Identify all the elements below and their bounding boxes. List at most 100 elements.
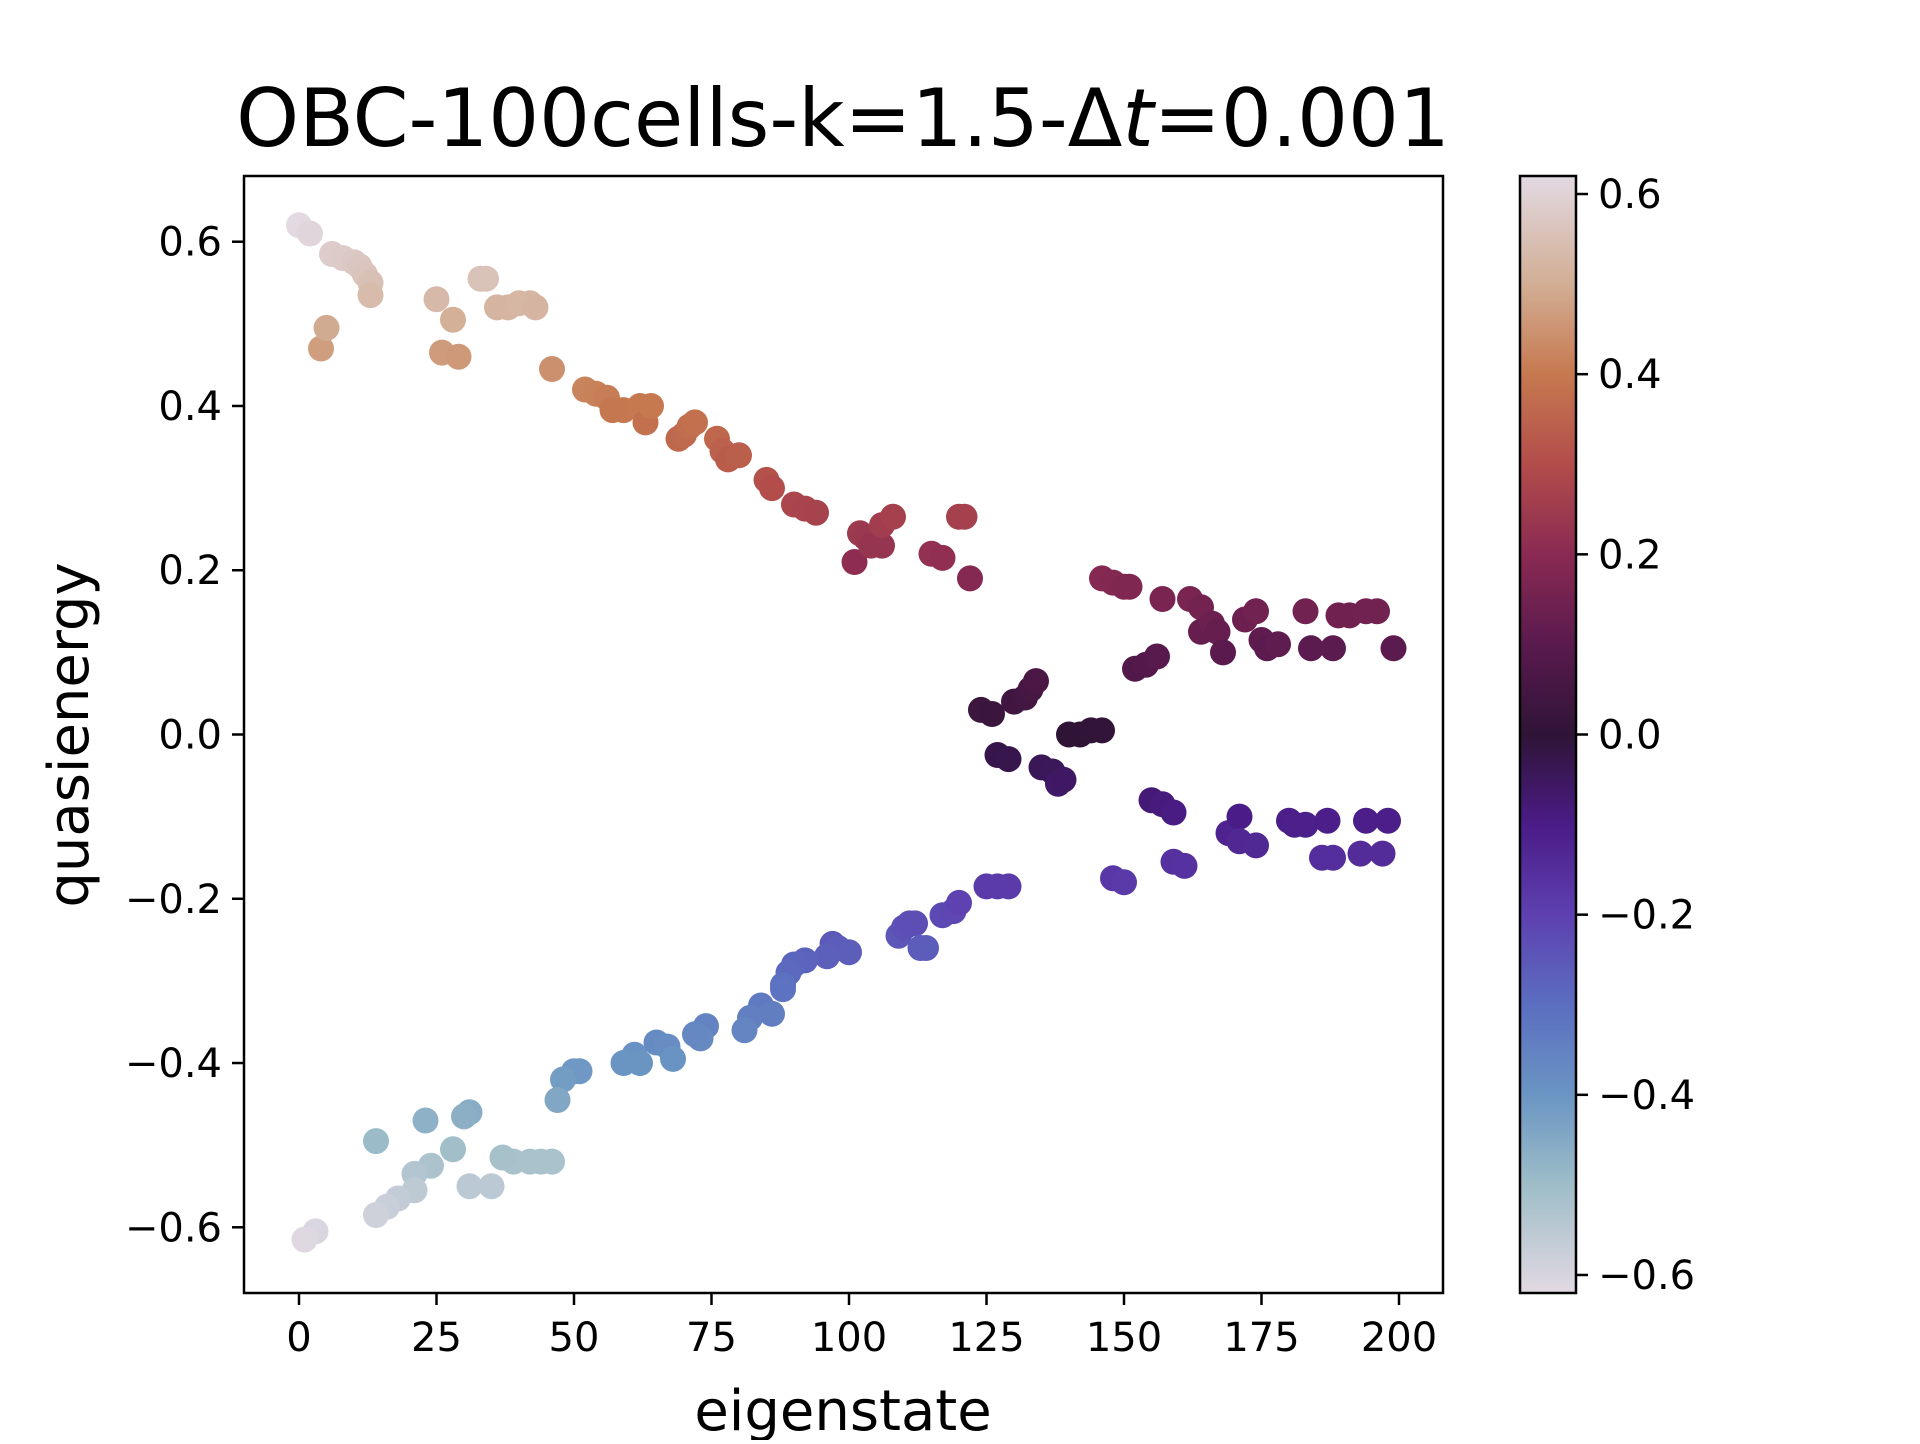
x-axis-label: eigenstate <box>694 1379 991 1440</box>
data-point <box>869 532 895 559</box>
colorbar-tick-label: −0.6 <box>1598 1253 1695 1299</box>
data-point <box>1144 643 1170 670</box>
data-point <box>1023 668 1049 695</box>
data-point <box>1292 811 1319 838</box>
data-point <box>1353 807 1379 834</box>
y-tick-label: 0.6 <box>158 220 222 266</box>
x-tick-label: 100 <box>811 1315 887 1361</box>
y-axis-label: quasienergy <box>37 562 102 907</box>
colorbar-tick-label: −0.4 <box>1598 1073 1695 1119</box>
data-points <box>286 212 1407 1253</box>
data-point <box>803 499 829 526</box>
data-point <box>544 1087 571 1113</box>
data-point <box>1364 598 1390 625</box>
data-point <box>1320 635 1346 662</box>
data-point <box>1265 631 1291 658</box>
data-point <box>440 1136 466 1163</box>
data-point <box>1347 840 1374 867</box>
data-point <box>638 393 664 419</box>
data-point <box>1375 807 1401 834</box>
data-point <box>726 442 752 469</box>
data-point <box>489 1144 516 1171</box>
y-tick-label: −0.6 <box>125 1205 222 1251</box>
x-tick-label: 175 <box>1223 1315 1299 1361</box>
colorbar <box>1518 174 1578 1295</box>
data-point <box>1320 844 1346 871</box>
colorbar-tick-label: 0.6 <box>1598 172 1662 218</box>
data-point <box>957 565 983 592</box>
data-point <box>456 1173 483 1200</box>
data-point <box>1149 586 1176 612</box>
data-point <box>682 409 708 436</box>
data-point <box>357 282 384 309</box>
data-point <box>902 910 928 937</box>
data-point <box>995 746 1022 773</box>
y-tick-label: −0.2 <box>125 877 222 923</box>
data-point <box>836 939 862 966</box>
data-point <box>1089 717 1115 744</box>
data-point <box>770 976 796 1003</box>
data-point <box>1160 799 1187 826</box>
data-point <box>291 1226 318 1253</box>
data-point <box>946 889 972 916</box>
data-point <box>1292 598 1319 625</box>
x-tick-label: 0 <box>286 1315 311 1361</box>
data-point <box>880 503 906 530</box>
data-point <box>929 544 956 571</box>
data-point <box>1314 807 1341 834</box>
data-point <box>473 265 499 292</box>
data-point <box>1050 766 1077 793</box>
data-point <box>1210 639 1236 666</box>
data-point <box>913 935 939 961</box>
colorbar-ticks: −0.6 −0.4 −0.2 0.0 0.2 0.4 0.6 <box>1576 172 1695 1299</box>
data-point <box>1243 832 1269 859</box>
data-point <box>1380 635 1407 662</box>
colorbar-tick-label: 0.4 <box>1598 352 1662 398</box>
x-tick-label: 125 <box>948 1315 1024 1361</box>
data-point <box>995 873 1022 900</box>
x-tick-label: 150 <box>1086 1315 1162 1361</box>
data-point <box>478 1173 505 1200</box>
data-point <box>1204 618 1231 645</box>
data-point <box>308 335 334 362</box>
data-point <box>445 343 472 370</box>
colorbar-tick-label: 0.2 <box>1598 532 1662 578</box>
chart-title: OBC-100cells-k=1.5-Δt=0.001 <box>236 72 1450 165</box>
data-point <box>814 943 840 970</box>
data-point <box>313 314 340 341</box>
data-point <box>979 701 1005 727</box>
data-point <box>451 1103 477 1130</box>
data-point <box>660 1045 686 1072</box>
data-point <box>522 294 549 321</box>
x-tick-label: 25 <box>411 1315 462 1361</box>
data-point <box>297 220 323 247</box>
data-point <box>1171 852 1198 879</box>
data-point <box>1226 803 1253 830</box>
data-point <box>1298 635 1324 662</box>
x-tick-label: 75 <box>686 1315 737 1361</box>
data-point <box>440 306 466 333</box>
data-point <box>1111 869 1137 896</box>
data-point <box>610 1050 637 1076</box>
data-point <box>1116 573 1143 600</box>
data-point <box>550 1066 576 1093</box>
y-tick-label: −0.4 <box>125 1041 222 1087</box>
x-tick-label: 50 <box>549 1315 600 1361</box>
x-axis-ticks: 0 25 50 75 100 125 150 175 200 <box>286 1293 1437 1361</box>
colorbar-tick-label: 0.0 <box>1598 713 1662 759</box>
data-point <box>759 1000 785 1027</box>
data-point <box>1243 598 1269 625</box>
data-point <box>1369 840 1396 867</box>
colorbar-tick-label: −0.2 <box>1598 893 1695 939</box>
data-point <box>951 503 978 530</box>
x-tick-label: 200 <box>1361 1315 1437 1361</box>
data-point <box>363 1202 389 1228</box>
data-point <box>731 1017 758 1044</box>
y-tick-label: 0.0 <box>158 713 222 759</box>
data-point <box>363 1128 389 1155</box>
data-point <box>423 286 450 313</box>
data-point <box>412 1107 439 1134</box>
y-tick-label: 0.2 <box>158 548 222 594</box>
